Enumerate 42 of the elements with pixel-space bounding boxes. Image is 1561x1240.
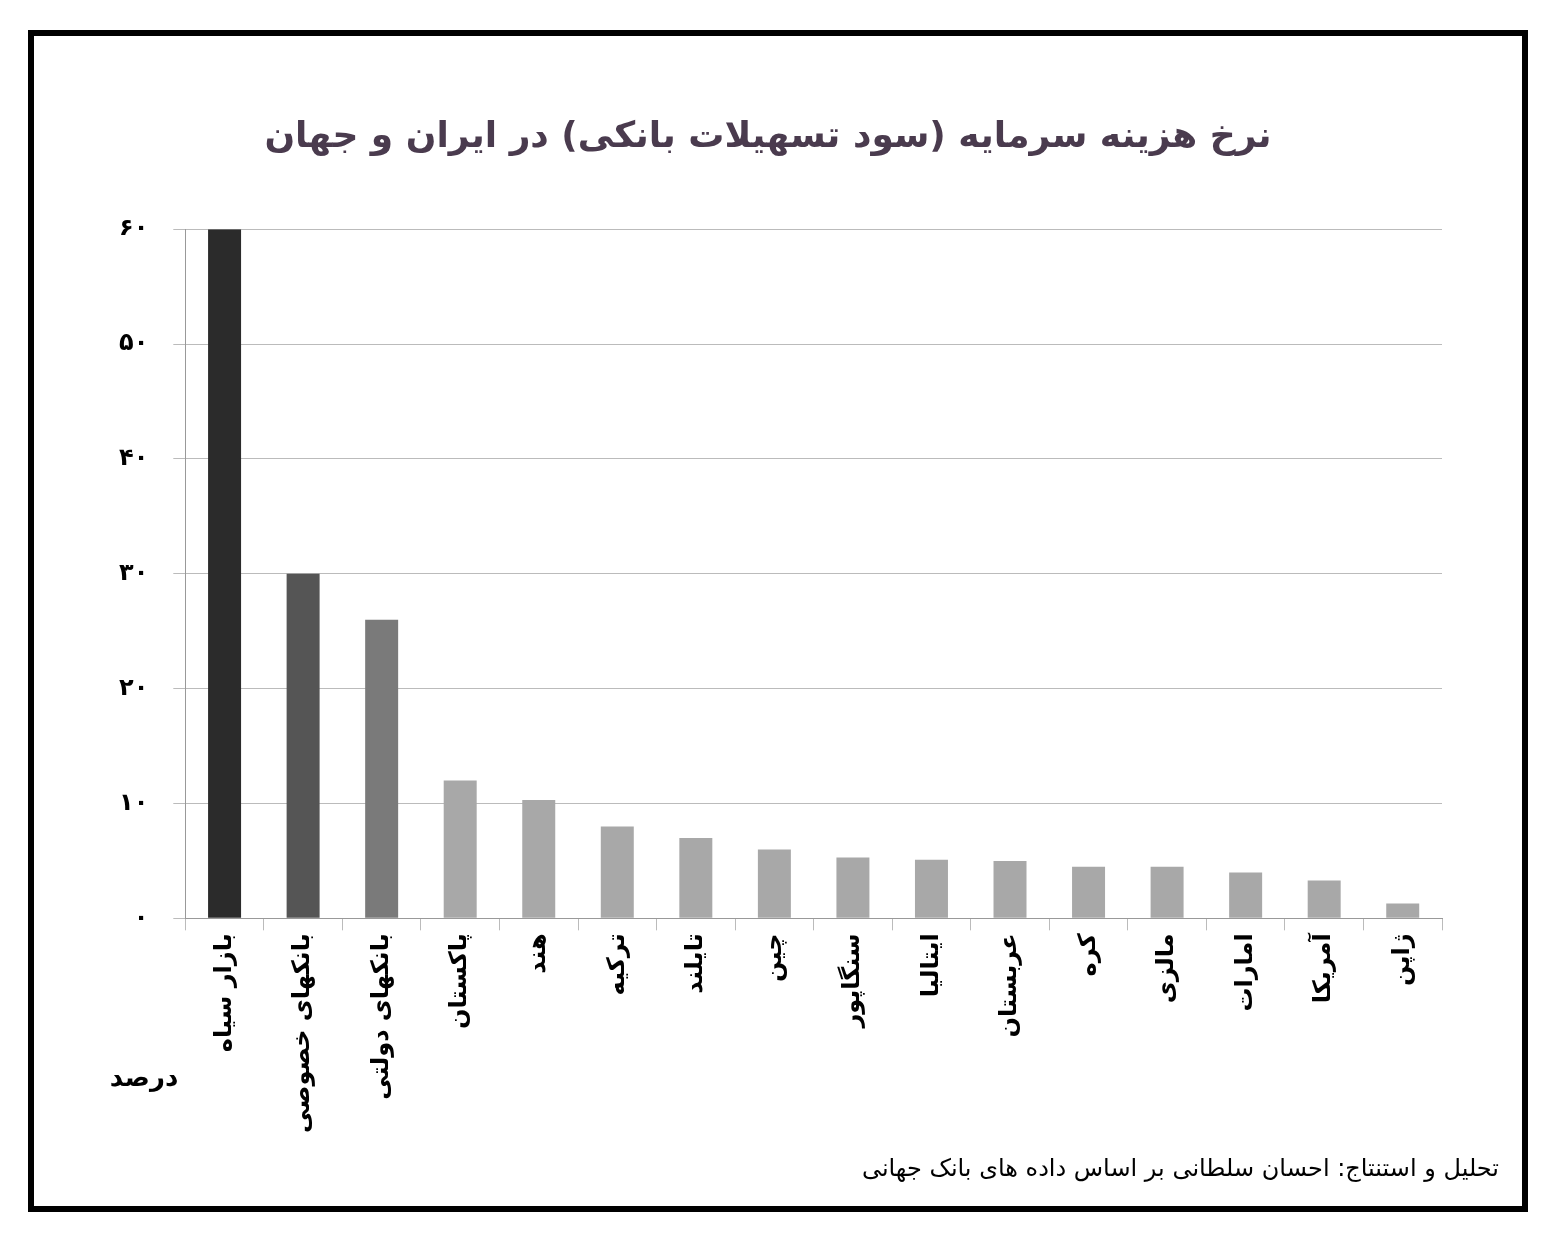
y-tick-label: ۵۰ — [119, 328, 149, 357]
x-tick-label: بازار سیاه — [208, 933, 237, 1053]
x-tick-label: ژاپن — [1386, 933, 1415, 986]
y-tick-label: ۴۰ — [119, 443, 149, 472]
bar — [600, 826, 634, 918]
y-tick-label: ۱۰ — [119, 787, 149, 816]
x-tick-label: پاکستان — [444, 933, 473, 1030]
bar — [993, 860, 1027, 918]
x-tick-label: هند — [522, 933, 551, 974]
x-tick-label: بانکهای خصوصی — [287, 933, 316, 1134]
bar — [836, 857, 870, 918]
bar — [443, 780, 477, 918]
x-tick-label: چین — [758, 933, 787, 983]
x-tick-label: ترکیه — [601, 933, 630, 996]
bar — [679, 837, 713, 918]
y-tick-label: ۳۰ — [119, 558, 149, 586]
bar — [1307, 880, 1341, 918]
bar — [1072, 866, 1106, 918]
bar — [522, 800, 556, 918]
y-tick-label: ۲۰ — [119, 672, 149, 701]
bar — [914, 859, 948, 918]
bar — [365, 619, 399, 918]
chart-title: نرخ هزینه سرمایه (سود تسهیلات بانکی) در ایران و جهان — [264, 113, 1272, 156]
bar — [1150, 866, 1184, 918]
text: تحلیل و استنتاج: احسان سلطانی بر اساس داده های بانک جهانی — [861, 1154, 1499, 1182]
bar — [208, 229, 242, 918]
bar — [1386, 903, 1420, 918]
bar — [286, 573, 320, 918]
bar — [757, 849, 791, 918]
x-tick-label: بانکهای دولتی — [365, 933, 394, 1100]
y-tick-label: ۶۰ — [119, 213, 149, 242]
x-tick-label: مالزی — [1151, 933, 1180, 1004]
x-tick-label: عربستان — [994, 933, 1023, 1038]
x-tick-label: تایلند — [680, 933, 709, 994]
x-tick-label: امارات — [1229, 933, 1258, 1012]
x-tick-label: سنگاپور — [837, 933, 866, 1029]
x-tick-label: ایتالیا — [915, 933, 944, 998]
x-tick-label: آمریکا — [1307, 932, 1337, 1004]
y-axis-title: درصد — [109, 1062, 179, 1092]
x-tick-label: کره — [1072, 933, 1101, 977]
bar — [1229, 872, 1263, 918]
y-tick-label: ۰ — [133, 902, 149, 931]
